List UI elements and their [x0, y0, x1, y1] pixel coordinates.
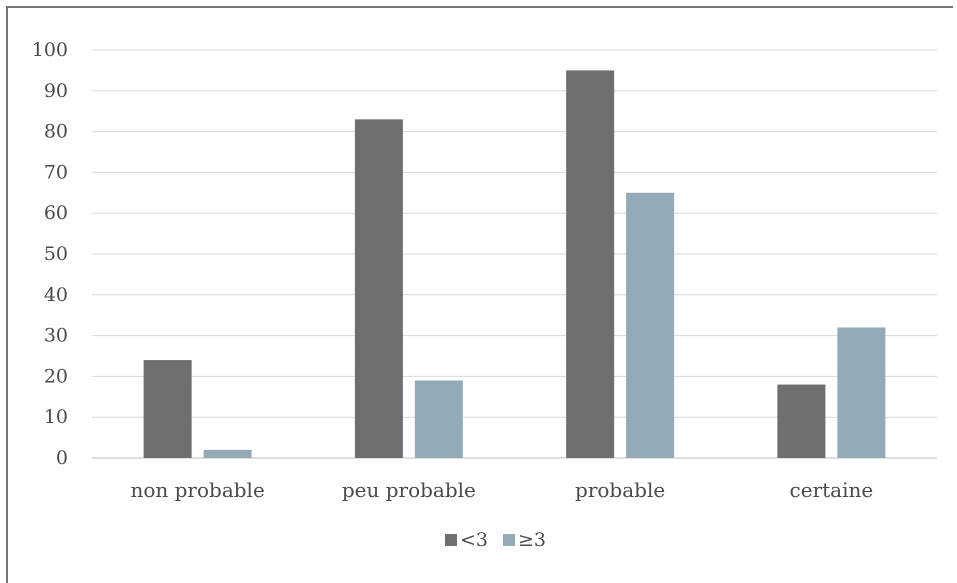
bar-lt3-non-probable: [143, 360, 192, 458]
x-tick-label: peu probable: [342, 478, 476, 502]
y-tick-label: 100: [32, 39, 68, 61]
y-tick-label: 90: [44, 80, 68, 102]
y-tick-label: 60: [44, 202, 68, 224]
x-tick-label: certaine: [790, 478, 874, 502]
y-axis-ticks: 0 10 20 30 40 50 60 70 80 90 100: [32, 39, 68, 469]
x-tick-label: non probable: [130, 478, 264, 502]
legend-swatch: [503, 534, 515, 546]
legend-label: <3: [460, 529, 488, 551]
legend-label: ≥3: [518, 529, 546, 551]
y-tick-label: 0: [56, 447, 68, 469]
y-tick-label: 70: [44, 161, 68, 183]
y-tick-label: 50: [44, 243, 68, 265]
y-tick-label: 10: [44, 406, 68, 428]
y-tick-label: 20: [44, 365, 68, 387]
bar-ge3-certaine: [837, 327, 886, 458]
y-tick-label: 30: [44, 325, 68, 347]
bar-ge3-peu-probable: [414, 380, 463, 458]
x-axis-ticks: non probable peu probable probable certaine: [130, 478, 873, 502]
x-tick-label: probable: [575, 478, 665, 502]
y-tick-label: 80: [44, 121, 68, 143]
bars: [143, 70, 886, 459]
bar-lt3-peu-probable: [354, 119, 403, 459]
bar-lt3-probable: [566, 70, 615, 459]
legend: <3 ≥3: [445, 529, 546, 551]
bar-ge3-non-probable: [203, 449, 252, 458]
legend-swatch: [445, 534, 457, 546]
bar-ge3-probable: [626, 192, 675, 459]
bar-lt3-certaine: [777, 384, 826, 458]
y-tick-label: 40: [44, 284, 68, 306]
